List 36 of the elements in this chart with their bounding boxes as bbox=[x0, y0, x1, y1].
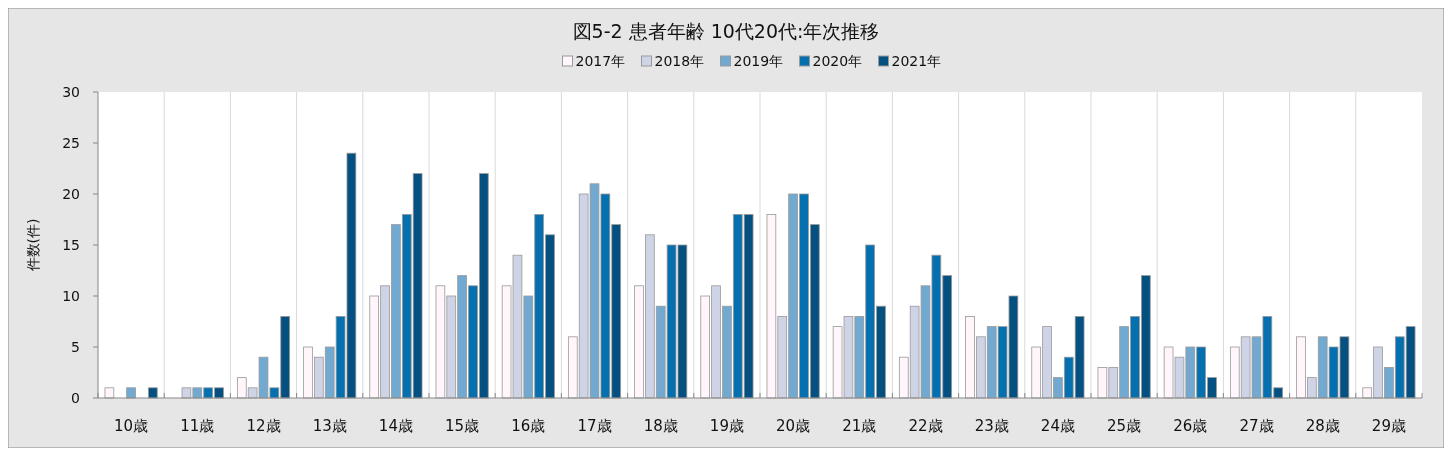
x-tick-label: 11歳 bbox=[180, 417, 215, 435]
chart-title: 図5-2 患者年齢 10代20代:年次推移 bbox=[572, 20, 880, 42]
y-tick-label: 20 bbox=[62, 186, 80, 202]
y-axis-title: 件数(件) bbox=[25, 218, 41, 272]
y-tick-label: 15 bbox=[62, 237, 80, 253]
y-tick-label: 0 bbox=[71, 390, 80, 406]
x-tick-label: 25歳 bbox=[1107, 417, 1142, 435]
x-tick-label: 15歳 bbox=[445, 417, 480, 435]
x-tick-label: 28歳 bbox=[1305, 417, 1340, 435]
x-tick-label: 26歳 bbox=[1173, 417, 1208, 435]
x-tick-label: 17歳 bbox=[577, 417, 612, 435]
x-tick-label: 22歳 bbox=[908, 417, 943, 435]
x-tick-label: 13歳 bbox=[312, 417, 347, 435]
legend-label: 2018年 bbox=[654, 53, 705, 69]
x-tick-label: 18歳 bbox=[643, 417, 678, 435]
y-tick-label: 25 bbox=[62, 135, 80, 151]
legend-label: 2021年 bbox=[891, 53, 942, 69]
x-tick-label: 29歳 bbox=[1371, 417, 1406, 435]
y-tick-label: 10 bbox=[62, 288, 80, 304]
x-tick-label: 14歳 bbox=[378, 417, 413, 435]
y-tick-label: 30 bbox=[62, 84, 80, 100]
x-tick-label: 21歳 bbox=[842, 417, 877, 435]
x-tick-label: 19歳 bbox=[709, 417, 744, 435]
x-tick-label: 12歳 bbox=[246, 417, 281, 435]
x-tick-label: 20歳 bbox=[776, 417, 811, 435]
bar bbox=[147, 387, 158, 399]
legend-label: 2020年 bbox=[812, 53, 863, 69]
x-tick-label: 23歳 bbox=[974, 417, 1009, 435]
y-tick-label: 5 bbox=[71, 339, 80, 355]
x-tick-label: 24歳 bbox=[1040, 417, 1075, 435]
legend-label: 2017年 bbox=[575, 53, 626, 69]
x-tick-label: 27歳 bbox=[1239, 417, 1274, 435]
x-tick-label: 10歳 bbox=[114, 417, 149, 435]
x-tick-label: 16歳 bbox=[511, 417, 546, 435]
bar bbox=[126, 387, 136, 399]
legend-label: 2019年 bbox=[733, 53, 784, 69]
